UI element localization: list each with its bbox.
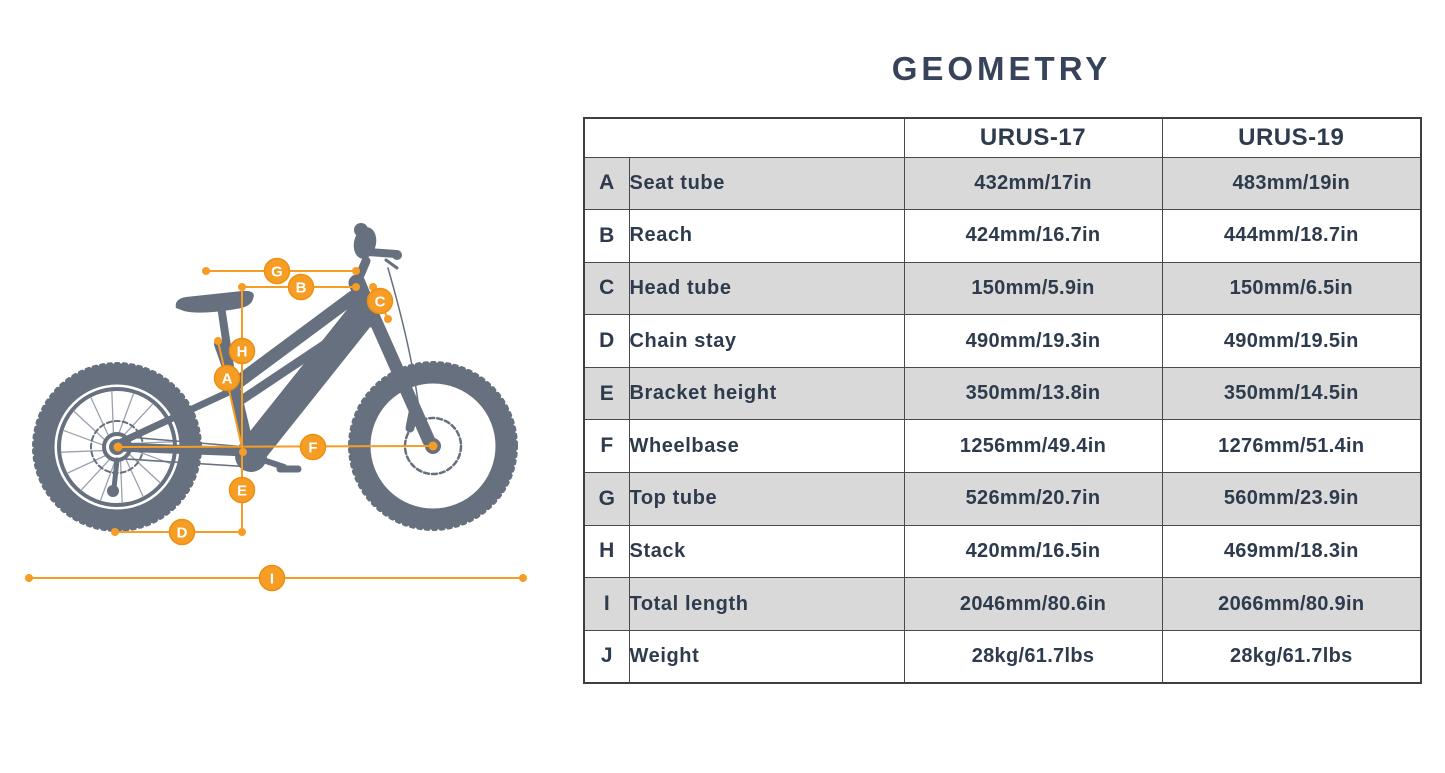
value-urus19: 150mm/6.5in — [1161, 261, 1422, 316]
column-header-urus17: URUS-17 — [903, 117, 1163, 158]
seatstay — [115, 387, 235, 447]
row-key: G — [583, 472, 630, 526]
rear-wheel — [32, 362, 202, 532]
measurement-markers: GB C HA F E D I — [168, 257, 394, 592]
svg-text:D: D — [177, 525, 188, 542]
row-label: Reach — [628, 209, 905, 263]
table-row-B: B Reach 424mm/16.7in 444mm/18.7in — [583, 209, 1422, 263]
row-label: Chain stay — [628, 314, 905, 368]
row-key: E — [583, 366, 630, 421]
chain-bottom — [125, 458, 253, 468]
value-urus17: 420mm/16.5in — [903, 524, 1163, 579]
value-urus19: 444mm/18.7in — [1161, 209, 1422, 263]
value-urus17: 432mm/17in — [903, 156, 1163, 211]
table-row-G: G Top tube 526mm/20.7in 560mm/23.9in — [583, 472, 1422, 526]
saddle — [175, 290, 254, 313]
svg-text:C: C — [375, 294, 386, 311]
row-label: Total length — [628, 577, 905, 631]
row-key: C — [583, 261, 630, 316]
value-urus19: 483mm/19in — [1161, 156, 1422, 211]
rear-wheel-spokes — [60, 390, 174, 504]
marker-I: I — [258, 564, 286, 592]
marker-F: F — [299, 433, 327, 461]
row-key: I — [583, 577, 630, 631]
value-urus17: 526mm/20.7in — [903, 472, 1163, 526]
brake-lever — [384, 258, 399, 270]
row-key: B — [583, 209, 630, 263]
table-row-I: I Total length 2046mm/80.6in 2066mm/80.9in — [583, 577, 1422, 631]
down-tube — [237, 299, 377, 467]
geometry-table: URUS-17 URUS-19 A Seat tube 432mm/17in 483m… — [583, 117, 1422, 684]
handlebar-grip — [364, 248, 400, 258]
row-label: Top tube — [628, 472, 905, 526]
svg-text:A: A — [222, 371, 233, 388]
value-urus19: 350mm/14.5in — [1161, 366, 1422, 421]
table-row-C: C Head tube 150mm/5.9in 150mm/6.5in — [583, 261, 1422, 316]
crank-arm — [248, 453, 287, 470]
value-urus19: 560mm/23.9in — [1161, 472, 1422, 526]
row-key: A — [583, 156, 630, 211]
value-urus19: 2066mm/80.9in — [1161, 577, 1422, 631]
row-key: J — [583, 629, 630, 684]
bike-illustration — [32, 223, 518, 532]
row-label: Bracket height — [628, 366, 905, 421]
value-urus17: 1256mm/49.4in — [903, 419, 1163, 474]
page-title: GEOMETRY — [891, 50, 1112, 87]
row-label: Wheelbase — [628, 419, 905, 474]
support-strut — [238, 334, 338, 404]
table-row-D: D Chain stay 490mm/19.3in 490mm/19.5in — [583, 314, 1422, 368]
value-urus19: 469mm/18.3in — [1161, 524, 1422, 579]
table-row-H: H Stack 420mm/16.5in 469mm/18.3in — [583, 524, 1422, 579]
table-row-A: A Seat tube 432mm/17in 483mm/19in — [583, 156, 1422, 211]
value-urus19: 490mm/19.5in — [1161, 314, 1422, 368]
line-F-wheelbase — [117, 445, 434, 448]
value-urus17: 350mm/13.8in — [903, 366, 1163, 421]
svg-text:I: I — [270, 571, 274, 588]
row-label: Weight — [628, 629, 905, 684]
bike-frame — [114, 223, 436, 473]
row-key: D — [583, 314, 630, 368]
column-header-urus19: URUS-19 — [1161, 117, 1422, 158]
svg-text:B: B — [296, 280, 307, 297]
table-header-row: URUS-17 URUS-19 — [583, 117, 1422, 158]
value-urus17: 424mm/16.7in — [903, 209, 1163, 263]
top-tube — [222, 290, 360, 396]
bike-geometry-diagram: GB C HA F E D I — [25, 223, 527, 592]
table-row-J: J Weight 28kg/61.7lbs 28kg/61.7lbs — [583, 629, 1422, 684]
value-urus17: 2046mm/80.6in — [903, 577, 1163, 631]
value-urus17: 150mm/5.9in — [903, 261, 1163, 316]
row-label: Head tube — [628, 261, 905, 316]
svg-text:H: H — [237, 344, 248, 361]
marker-G: G — [263, 257, 291, 285]
row-key: H — [583, 524, 630, 579]
marker-D: D — [168, 518, 196, 546]
marker-C: C — [366, 287, 394, 315]
value-urus19: 28kg/61.7lbs — [1161, 629, 1422, 684]
table-row-E: E Bracket height 350mm/13.8in 350mm/14.5in — [583, 366, 1422, 421]
empty-header-cell — [583, 117, 905, 158]
row-key: F — [583, 419, 630, 474]
value-urus19: 1276mm/51.4in — [1161, 419, 1422, 474]
row-label: Stack — [628, 524, 905, 579]
marker-H: H — [228, 337, 256, 365]
svg-text:G: G — [271, 264, 283, 281]
svg-text:F: F — [308, 440, 317, 457]
table-row-F: F Wheelbase 1256mm/49.4in 1276mm/51.4in — [583, 419, 1422, 474]
marker-A: A — [213, 364, 241, 392]
line-A-seat-tube — [217, 340, 244, 453]
marker-B: B — [287, 273, 315, 301]
row-label: Seat tube — [628, 156, 905, 211]
value-urus17: 490mm/19.3in — [903, 314, 1163, 368]
svg-text:E: E — [237, 483, 247, 500]
rear-derailleur — [111, 457, 120, 491]
chain-top — [127, 436, 248, 448]
value-urus17: 28kg/61.7lbs — [903, 629, 1163, 684]
marker-E: E — [228, 476, 256, 504]
stem — [350, 256, 371, 292]
